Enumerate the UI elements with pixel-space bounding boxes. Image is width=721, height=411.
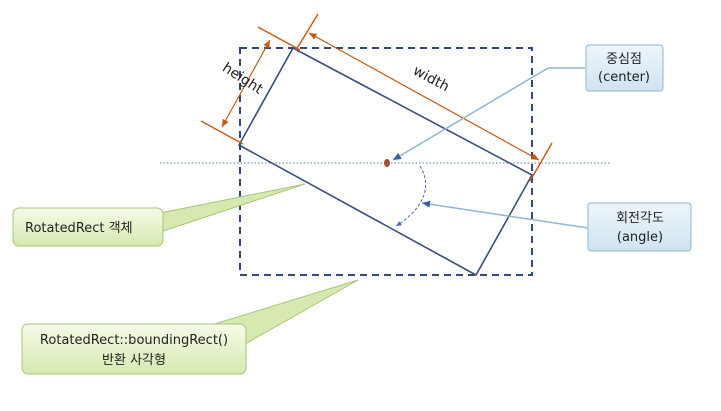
center-callout-line1: 중심점 bbox=[606, 52, 642, 67]
center-callout: 중심점 (center) bbox=[392, 44, 664, 161]
height-label: height bbox=[219, 60, 266, 98]
height-dimension: height bbox=[200, 26, 301, 145]
bounding-rect-callout-line2: 반환 사각형 bbox=[102, 353, 166, 368]
bounding-rect-callout: RotatedRect::boundingRect() 반환 사각형 bbox=[21, 279, 359, 375]
rotated-rect-callout: RotatedRect 객체 bbox=[12, 183, 306, 247]
angle-callout-line1: 회전각도 bbox=[616, 211, 664, 226]
angle-callout: 회전각도 (angle) bbox=[421, 200, 692, 252]
rotated-rect-callout-text: RotatedRect 객체 bbox=[25, 221, 133, 236]
width-label: width bbox=[410, 63, 452, 95]
angle-callout-line2: (angle) bbox=[617, 230, 663, 245]
angle-arc bbox=[395, 165, 427, 227]
bounding-rect-callout-line1: RotatedRect::boundingRect() bbox=[40, 333, 228, 348]
center-callout-line2: (center) bbox=[598, 70, 650, 85]
width-dimension: width bbox=[295, 13, 553, 182]
center-point bbox=[384, 159, 390, 167]
